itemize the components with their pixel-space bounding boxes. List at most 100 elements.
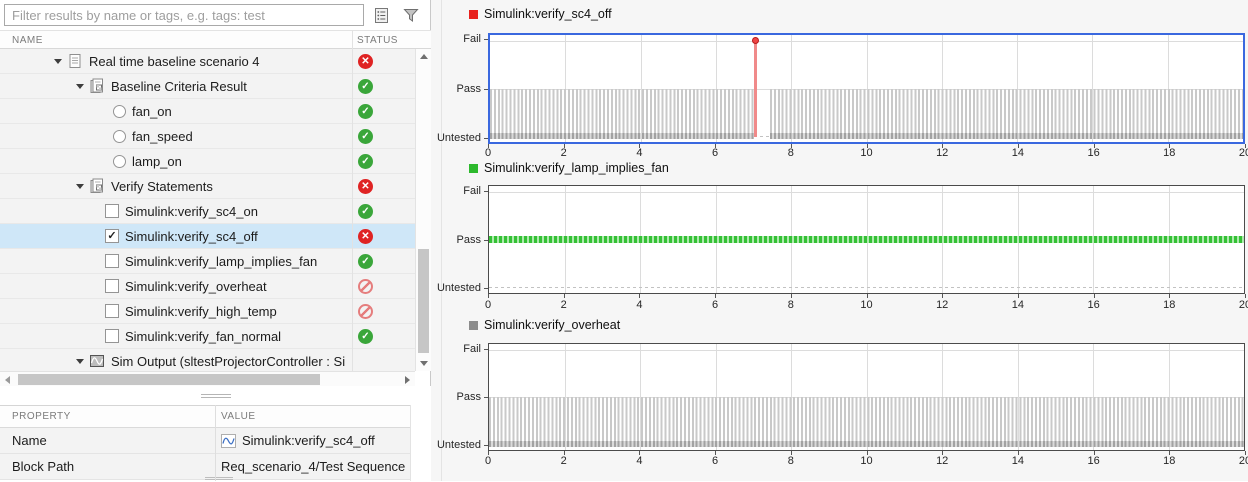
tree-row[interactable]: fan_on ✓ (0, 99, 415, 124)
x-axis-tick-label: 0 (484, 299, 492, 311)
expand-collapse-icon[interactable] (76, 83, 84, 89)
tree-row-name-cell: Simulink:verify_sc4_on (0, 199, 352, 223)
status-cell: ✓ (353, 149, 415, 173)
panel-splitter[interactable] (0, 386, 431, 405)
tree-row[interactable]: ✓ Simulink:verify_sc4_off ✕ (0, 224, 415, 249)
tree-row-name-cell: fan_on (0, 99, 352, 123)
y-axis-label: Fail (463, 342, 481, 355)
x-axis-tick-label: 18 (1163, 299, 1176, 311)
expand-collapse-icon[interactable] (54, 58, 62, 64)
tree-row[interactable]: Simulink:verify_sc4_on ✓ (0, 199, 415, 224)
results-report-icon[interactable] (368, 4, 394, 26)
signal-radio-button[interactable] (113, 154, 126, 168)
property-name: Block Path (12, 459, 75, 474)
untested-status-icon (358, 303, 373, 319)
plot-signal-checkbox[interactable]: ✓ (105, 229, 119, 243)
tree-row[interactable]: Verify Statements ✕ (0, 174, 415, 199)
scroll-right-arrow-icon[interactable] (405, 376, 410, 384)
y-axis-label: Untested (436, 282, 481, 294)
tree-row-name-cell: Simulink:verify_overheat (0, 274, 352, 298)
tree-vertical-scrollbar[interactable] (415, 49, 431, 371)
status-cell (353, 349, 415, 371)
splitter-handle-icon (201, 394, 231, 395)
plot-signal-checkbox[interactable] (105, 304, 119, 318)
y-axis-label: Pass (456, 233, 481, 246)
x-axis-tick-label: 8 (787, 455, 794, 467)
y-axis-tick (484, 88, 488, 90)
scroll-up-arrow-icon[interactable] (420, 54, 428, 59)
signal-radio-button[interactable] (113, 129, 126, 143)
stem-comb-segment (489, 397, 1244, 445)
tree-row[interactable]: Simulink:verify_lamp_implies_fan ✓ (0, 249, 415, 274)
tree-row[interactable]: Simulink:verify_overheat (0, 274, 415, 299)
x-axis-tick (1169, 451, 1171, 455)
tree-row-name-cell: ✓ Simulink:verify_sc4_off (0, 224, 352, 248)
x-axis-tick-label: 14 (1011, 455, 1025, 467)
filter-results-input[interactable] (4, 4, 364, 26)
signal-radio-button[interactable] (113, 104, 126, 118)
x-axis-tick (790, 294, 792, 298)
value-column-header: VALUE (221, 411, 256, 422)
scroll-left-arrow-icon[interactable] (5, 376, 10, 384)
x-axis-tick (866, 294, 868, 298)
x-axis-tick-label: 12 (936, 299, 949, 311)
y-axis-tick (484, 445, 488, 447)
expand-collapse-icon[interactable] (76, 358, 84, 364)
x-axis-tick (942, 294, 944, 298)
x-axis-tick (1017, 294, 1019, 298)
x-axis-tick (1093, 294, 1095, 298)
x-axis-tick-label: 18 (1163, 455, 1176, 467)
x-axis-tick (563, 451, 565, 455)
x-axis-tick-label: 8 (787, 147, 794, 159)
charts-panel-edge (441, 0, 442, 481)
fail-marker (751, 37, 759, 45)
tree-row[interactable]: Baseline Criteria Result ✓ (0, 74, 415, 99)
verify-plot-3[interactable] (488, 343, 1245, 451)
tree-item-label: Simulink:verify_lamp_implies_fan (125, 253, 318, 269)
chart-legend: Simulink:verify_overheat (469, 318, 620, 332)
plot-signal-checkbox[interactable] (105, 204, 119, 218)
tree-item-label: Simulink:verify_sc4_off (125, 228, 258, 244)
x-axis-tick (1017, 451, 1019, 455)
tree-row[interactable]: lamp_on ✓ (0, 149, 415, 174)
properties-scrollbar-track[interactable] (410, 405, 431, 481)
x-axis-tick-label: 12 (936, 455, 949, 467)
plot-signal-checkbox[interactable] (105, 279, 119, 293)
tree-item-label: Real time baseline scenario 4 (89, 53, 260, 69)
x-axis-tick-label: 4 (636, 455, 643, 467)
scroll-down-arrow-icon[interactable] (420, 361, 428, 366)
vertical-scroll-thumb[interactable] (418, 249, 429, 353)
x-axis-tick (1245, 451, 1246, 455)
expand-collapse-icon[interactable] (76, 183, 84, 189)
funnel-icon (403, 8, 419, 22)
x-axis-tick-label: 16 (1087, 299, 1100, 311)
tree-row-name-cell: Verify Statements (0, 174, 352, 198)
tree-row[interactable]: Simulink:verify_fan_normal ✓ (0, 324, 415, 349)
tree-row[interactable]: Simulink:verify_high_temp (0, 299, 415, 324)
report-icon (89, 78, 105, 94)
pass-status-icon: ✓ (358, 253, 373, 269)
gridline-horizontal (490, 40, 1243, 42)
x-axis-tick-label: 4 (636, 147, 643, 159)
untested-marker-band (489, 441, 1244, 448)
plot-signal-checkbox[interactable] (105, 254, 119, 268)
x-axis-tick-label: 0 (484, 455, 492, 467)
tree-row[interactable]: Real time baseline scenario 4 ✕ (0, 49, 415, 74)
signal-icon (89, 353, 105, 369)
verify-plot-2[interactable] (488, 185, 1245, 294)
tree-row[interactable]: Sim Output (sltestProjectorController : … (0, 349, 415, 371)
column-divider (352, 30, 353, 371)
pass-status-icon: ✓ (358, 328, 373, 344)
y-axis-label: Fail (463, 184, 481, 197)
verify-plot-1[interactable] (488, 33, 1245, 144)
filter-funnel-icon[interactable] (398, 4, 424, 26)
plot-signal-checkbox[interactable] (105, 329, 119, 343)
horizontal-scroll-thumb[interactable] (18, 374, 320, 385)
x-axis-tick (1169, 294, 1171, 298)
results-table-header: NAME STATUS (0, 30, 431, 49)
y-axis-tick (484, 239, 488, 241)
x-axis-tick-label: 14 (1011, 299, 1025, 311)
tree-row[interactable]: fan_speed ✓ (0, 124, 415, 149)
tree-horizontal-scrollbar[interactable] (0, 371, 415, 386)
legend-swatch (469, 320, 478, 330)
